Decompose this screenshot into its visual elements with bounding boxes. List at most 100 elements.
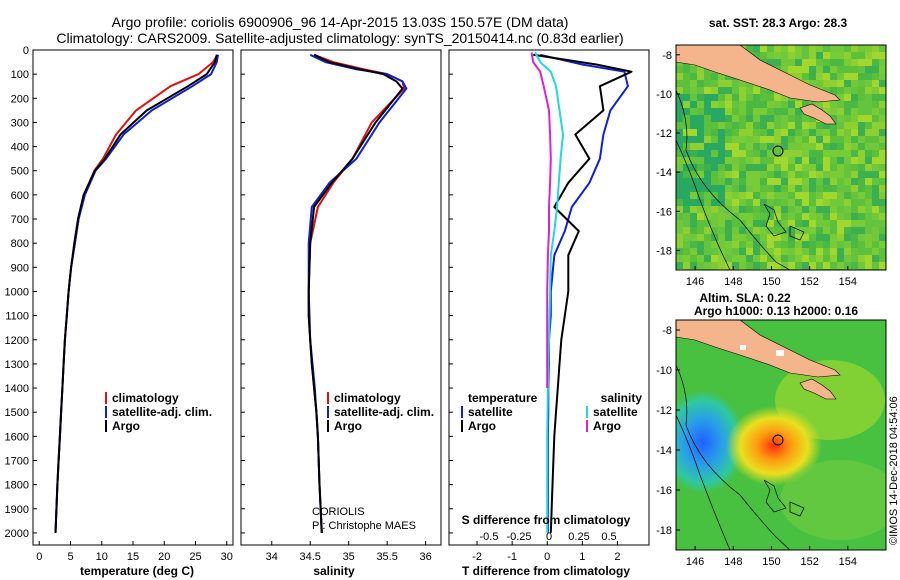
sst-pixel — [739, 101, 746, 108]
sst-pixel — [676, 192, 683, 199]
sst-pixel — [690, 94, 697, 101]
sst-pixel — [879, 241, 886, 248]
difference-panel-frame — [448, 49, 650, 546]
sst-pixel — [858, 143, 865, 150]
sst-pixel — [739, 185, 746, 192]
sst-pixel — [809, 157, 816, 164]
sst-pixel — [711, 164, 718, 171]
sst-pixel — [858, 52, 865, 59]
sst-pixel — [739, 157, 746, 164]
sla-map-frame — [675, 319, 887, 551]
sst-pixel — [697, 185, 704, 192]
sst-pixel — [816, 241, 823, 248]
sst-pixel — [865, 220, 872, 227]
sst-pixel — [697, 129, 704, 136]
sst-pixel — [683, 227, 690, 234]
sst-pixel — [725, 136, 732, 143]
sst-pixel — [774, 122, 781, 129]
sst-pixel — [837, 52, 844, 59]
sst-pixel — [809, 220, 816, 227]
sst-pixel — [746, 241, 753, 248]
sst-pixel — [718, 262, 725, 269]
sst-pixel — [879, 101, 886, 108]
sst-pixel — [718, 101, 725, 108]
sst-pixel — [760, 262, 767, 269]
sst-pixel — [830, 199, 837, 206]
sst-pixel — [683, 108, 690, 115]
sst-pixel — [879, 206, 886, 213]
sst-pixel — [746, 262, 753, 269]
sla-map-title: Altim. SLA: 0.22 — [699, 291, 791, 305]
sst-pixel — [718, 87, 725, 94]
sst-pixel — [711, 206, 718, 213]
sst-pixel — [837, 80, 844, 87]
sst-pixel — [732, 136, 739, 143]
sst-pixel — [851, 122, 858, 129]
sst-pixel — [781, 136, 788, 143]
sst-pixel — [676, 108, 683, 115]
sst-pixel — [830, 255, 837, 262]
sst-pixel — [704, 255, 711, 262]
sst-pixel — [858, 199, 865, 206]
sst-pixel — [830, 66, 837, 73]
sst-pixel — [683, 171, 690, 178]
sst-pixel — [788, 241, 795, 248]
sst-pixel — [753, 220, 760, 227]
sst-pixel — [725, 192, 732, 199]
sst-pixel — [739, 171, 746, 178]
sst-pixel — [718, 199, 725, 206]
sst-pixel — [781, 199, 788, 206]
sst-pixel — [718, 213, 725, 220]
depth-tick-label: 1200 — [5, 335, 29, 347]
sst-pixel — [718, 171, 725, 178]
sst-pixel — [788, 66, 795, 73]
sst-pixel — [823, 157, 830, 164]
sst-pixel — [676, 80, 683, 87]
sst-pixel — [781, 129, 788, 136]
sst-pixel — [865, 178, 872, 185]
sst-pixel — [732, 143, 739, 150]
sst-pixel — [851, 136, 858, 143]
sst-pixel — [697, 178, 704, 185]
sst-pixel — [823, 87, 830, 94]
sst-pixel — [844, 255, 851, 262]
sst-pixel — [732, 150, 739, 157]
sst-pixel — [830, 227, 837, 234]
sst-pixel — [760, 115, 767, 122]
island-chain — [799, 378, 837, 400]
sst-pixel — [725, 262, 732, 269]
sst-pixel — [872, 199, 879, 206]
sst-pixel — [774, 45, 781, 52]
sst-pixel — [725, 129, 732, 136]
sst-pixel — [823, 192, 830, 199]
sst-pixel — [711, 129, 718, 136]
sst-pixel — [760, 185, 767, 192]
sst-pixel — [879, 108, 886, 115]
series-line-climatology — [307, 53, 406, 533]
depth-tick-label: 500 — [11, 166, 29, 178]
sst-pixel — [676, 129, 683, 136]
sst-pixel — [802, 241, 809, 248]
sst-pixel — [802, 206, 809, 213]
sst-pixel — [844, 213, 851, 220]
sst-pixel — [788, 52, 795, 59]
sst-pixel — [690, 220, 697, 227]
x-tick-label: 0 — [36, 551, 42, 563]
sst-pixel — [830, 73, 837, 80]
missing-data-2 — [740, 345, 746, 350]
sst-pixel — [781, 157, 788, 164]
sst-pixel — [844, 262, 851, 269]
sst-pixel — [823, 52, 830, 59]
sst-pixel — [844, 178, 851, 185]
sst-pixel — [739, 178, 746, 185]
sst-pixel — [697, 255, 704, 262]
sst-pixel — [767, 143, 774, 150]
depth-tick-label: 900 — [11, 262, 29, 274]
sst-pixel — [844, 150, 851, 157]
sst-pixel — [802, 115, 809, 122]
sst-pixel — [795, 241, 802, 248]
sst-pixel — [851, 185, 858, 192]
sst-pixel — [690, 101, 697, 108]
sst-pixel — [816, 101, 823, 108]
sst-pixel — [676, 206, 683, 213]
